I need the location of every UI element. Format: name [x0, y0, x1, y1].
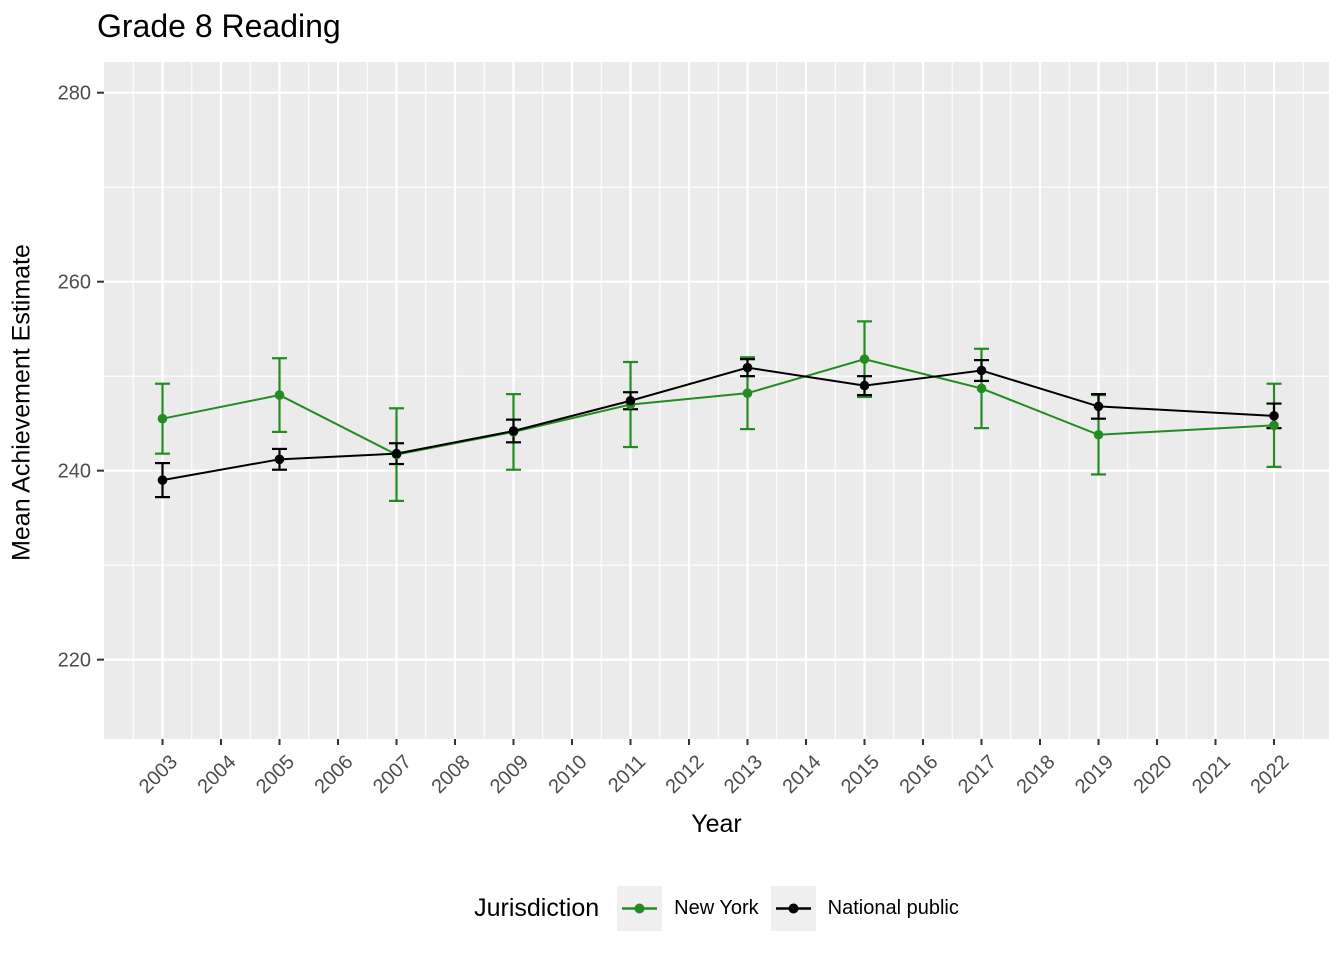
legend-title: Jurisdiction — [474, 893, 600, 922]
x-axis-title: Year — [691, 810, 742, 838]
data-point — [859, 380, 870, 391]
panel-background — [104, 62, 1329, 739]
x-tick-label: 2014 — [779, 751, 826, 798]
y-tick-label: 260 — [58, 272, 91, 294]
data-point — [274, 390, 285, 400]
data-point — [1093, 401, 1104, 412]
page-title: Grade 8 Reading — [97, 8, 341, 44]
y-tick-label: 220 — [58, 650, 91, 672]
legend-key-swatch — [770, 885, 816, 931]
x-tick-label: 2005 — [252, 751, 299, 798]
legend-entry: National public — [770, 885, 959, 931]
data-point — [859, 354, 870, 364]
x-tick-label: 2021 — [1188, 751, 1235, 798]
x-tick-label: 2017 — [954, 751, 1001, 798]
y-tick-label: 280 — [58, 83, 91, 105]
data-point — [391, 448, 402, 459]
data-point — [157, 475, 168, 485]
x-tick-label: 2018 — [1013, 751, 1060, 798]
legend-key-swatch — [617, 885, 663, 931]
x-tick-label: 2013 — [720, 751, 767, 798]
legend-line-point-icon — [775, 903, 811, 913]
data-point — [1269, 411, 1279, 421]
legend-line-point-icon — [622, 903, 658, 913]
legend-item-label: National public — [827, 896, 959, 919]
data-point — [976, 365, 987, 376]
x-tick-label: 2019 — [1071, 751, 1118, 798]
data-point — [157, 413, 168, 424]
y-axis-title: Mean Achievement Estimate — [7, 244, 36, 561]
data-point — [976, 383, 987, 394]
legend-entry: New York — [617, 885, 759, 931]
data-point — [625, 395, 636, 406]
x-tick-label: 2010 — [545, 751, 592, 798]
data-point — [742, 362, 753, 373]
x-tick-label: 2006 — [311, 751, 358, 798]
data-point — [742, 388, 753, 398]
x-tick-label: 2004 — [194, 751, 241, 798]
data-point — [1093, 429, 1104, 440]
series-line — [162, 366, 1275, 482]
data-point — [1269, 420, 1279, 431]
x-tick-label: 2020 — [1130, 751, 1177, 798]
x-tick-label: 2022 — [1247, 751, 1294, 798]
x-tick-label: 2011 — [604, 751, 650, 797]
legend-item-label: New York — [674, 896, 759, 919]
x-tick-label: 2003 — [135, 751, 182, 798]
x-tick-label: 2007 — [369, 751, 416, 798]
legend: Jurisdiction New York National public — [104, 880, 1329, 936]
series-line — [162, 358, 1275, 456]
x-tick-label: 2012 — [662, 751, 709, 798]
x-tick-label: 2016 — [896, 751, 943, 798]
data-point — [508, 426, 519, 436]
data-point — [274, 454, 285, 465]
x-tick-label: 2008 — [428, 751, 475, 798]
x-tick-label: 2015 — [837, 751, 884, 798]
y-tick-label: 240 — [58, 461, 91, 483]
x-tick-label: 2009 — [486, 751, 533, 798]
